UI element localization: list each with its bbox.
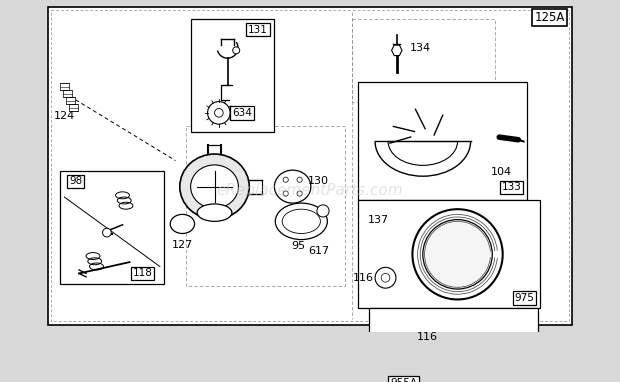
Text: 955A: 955A (390, 378, 417, 382)
Bar (69, 104, 78, 111)
Text: 617: 617 (308, 246, 329, 256)
Bar (60, 171, 164, 284)
Circle shape (208, 102, 230, 124)
Circle shape (283, 177, 288, 182)
Text: 133: 133 (502, 183, 521, 193)
Text: 137: 137 (368, 215, 389, 225)
Text: 124: 124 (54, 111, 75, 121)
Text: 104: 104 (490, 167, 511, 177)
Ellipse shape (180, 154, 249, 219)
Bar (66, 97, 75, 104)
Bar (358, 83, 527, 200)
Text: 118: 118 (133, 269, 153, 278)
Ellipse shape (170, 214, 195, 233)
Circle shape (455, 355, 466, 366)
Polygon shape (392, 45, 402, 56)
Bar (63, 90, 72, 97)
Circle shape (283, 191, 288, 196)
Bar (186, 126, 345, 286)
Circle shape (297, 177, 302, 182)
Ellipse shape (275, 170, 311, 203)
Circle shape (317, 205, 329, 217)
Text: 130: 130 (308, 176, 329, 186)
Text: eReplacementParts.com: eReplacementParts.com (216, 183, 404, 199)
Circle shape (375, 267, 396, 288)
Circle shape (408, 334, 434, 360)
Circle shape (215, 108, 223, 117)
Text: 634: 634 (232, 108, 252, 118)
Text: 975: 975 (515, 293, 534, 303)
Text: 125A: 125A (534, 11, 565, 24)
Circle shape (423, 220, 492, 289)
Circle shape (297, 191, 302, 196)
Circle shape (416, 342, 427, 353)
Ellipse shape (275, 203, 327, 240)
Ellipse shape (191, 165, 239, 208)
Circle shape (102, 228, 111, 237)
Bar (191, 19, 273, 132)
Circle shape (412, 209, 503, 299)
Ellipse shape (282, 209, 321, 233)
Text: 131: 131 (248, 24, 268, 34)
Ellipse shape (197, 204, 232, 221)
Text: 95: 95 (291, 241, 305, 251)
Text: 116: 116 (352, 273, 373, 283)
Text: 116: 116 (417, 332, 438, 342)
Circle shape (232, 47, 240, 54)
Bar (369, 308, 538, 382)
Text: 134: 134 (410, 43, 431, 53)
Bar (60, 83, 69, 90)
Polygon shape (451, 350, 469, 371)
Bar (358, 200, 540, 308)
Text: 98: 98 (69, 176, 82, 186)
Text: 127: 127 (172, 240, 193, 249)
Circle shape (381, 274, 390, 282)
Bar (352, 19, 495, 102)
